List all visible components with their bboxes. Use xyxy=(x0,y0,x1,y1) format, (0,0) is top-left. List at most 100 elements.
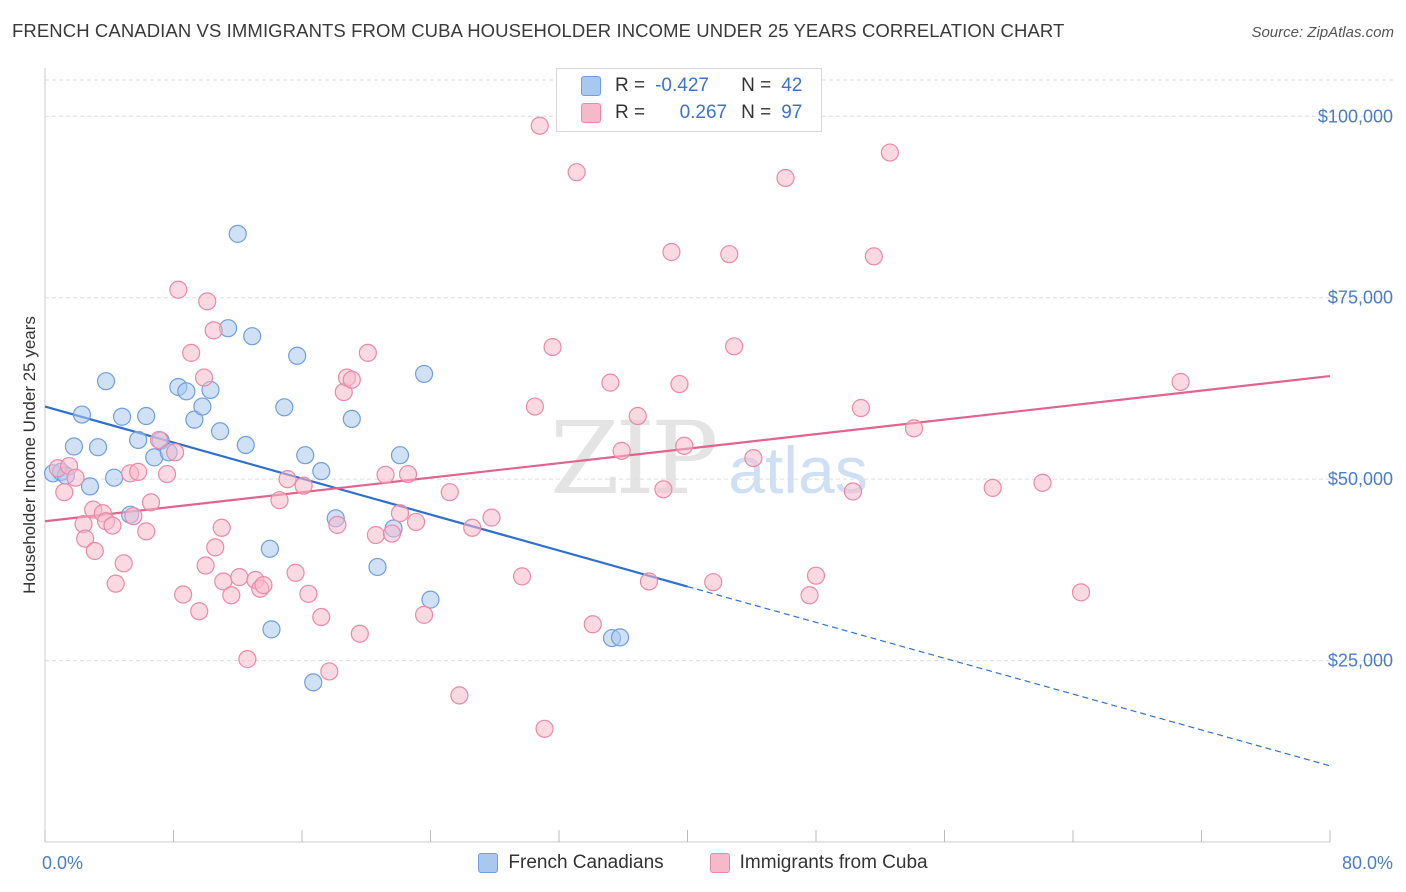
n-value: 97 xyxy=(781,102,803,123)
french-canadian-point xyxy=(129,430,148,450)
cuba-immigrant-point xyxy=(350,624,369,643)
cuba-immigrant-point xyxy=(212,518,231,537)
cuba-immigrant-point xyxy=(535,719,554,738)
y-tick-label: $50,000 xyxy=(1328,469,1393,489)
cuba-immigrant-point xyxy=(639,572,659,591)
cuba-immigrant-point xyxy=(776,168,795,188)
cuba-immigrant-point xyxy=(880,143,899,162)
cuba-immigrant-point xyxy=(124,507,143,526)
stats-legend: R = -0.427 N = 42 R = 0.267 N = 97 xyxy=(556,68,822,132)
cuba-immigrant-point xyxy=(601,373,620,392)
french-canadian-point xyxy=(72,405,92,424)
french-canadian-point xyxy=(275,398,294,417)
cuba-immigrant-point xyxy=(843,482,863,501)
cuba-immigrant-point xyxy=(440,483,459,502)
cuba-immigrant-point xyxy=(530,116,549,135)
french-canadian-point xyxy=(193,397,212,416)
cuba-immigrant-point xyxy=(141,493,161,512)
cuba-immigrant-point xyxy=(512,567,532,586)
cuba-immigrant-point xyxy=(342,370,361,389)
french-canadian-point xyxy=(228,224,247,243)
cuba-immigrant-point xyxy=(166,443,185,462)
cuba-immigrant-point xyxy=(724,337,744,356)
legend-row-immigrants-cuba: R = 0.267 N = 97 xyxy=(581,101,802,125)
french-canadian-point xyxy=(288,346,307,365)
cuba-immigrant-point xyxy=(567,163,586,182)
cuba-immigrant-point xyxy=(206,538,225,557)
cuba-immigrant-point xyxy=(704,573,723,592)
cuba-immigrant-point xyxy=(806,566,826,585)
n-label: N = xyxy=(741,75,772,96)
cuba-immigrant-point xyxy=(851,398,871,418)
legend-label: Immigrants from Cuba xyxy=(739,852,928,873)
cuba-immigrant-point xyxy=(312,607,331,627)
n-label: N = xyxy=(741,102,772,123)
cuba-immigrant-point xyxy=(654,480,673,499)
cuba-immigrant-point xyxy=(1071,583,1091,602)
cuba-immigrant-point xyxy=(482,508,501,527)
french-canadian-point xyxy=(262,620,281,639)
cuba-immigrant-point xyxy=(662,242,681,262)
french-canadian-point xyxy=(390,446,410,465)
cuba-immigrant-point xyxy=(983,478,1002,497)
cuba-immigrant-point xyxy=(398,464,418,484)
cuba-immigrant-point xyxy=(628,406,647,426)
pink-swatch-icon xyxy=(581,103,601,123)
cuba-immigrant-point xyxy=(612,441,631,460)
cuba-immigrant-point xyxy=(85,541,104,561)
cuba-immigrant-point xyxy=(230,568,249,587)
cuba-immigrant-point xyxy=(254,575,273,595)
cuba-immigrant-point xyxy=(1033,473,1052,492)
cuba-immigrant-point xyxy=(1171,372,1190,391)
cuba-immigrant-point xyxy=(149,430,169,450)
cuba-immigrant-point xyxy=(204,321,223,340)
cuba-immigrant-point xyxy=(675,436,694,455)
french-canadian-point xyxy=(88,438,108,457)
cuba-immigrant-point xyxy=(129,462,148,481)
cuba-immigrant-point xyxy=(328,515,347,534)
cuba-immigrant-point xyxy=(299,584,318,603)
cuba-immigrant-point xyxy=(198,292,217,311)
x-tick-label: 0.0% xyxy=(42,853,83,873)
cuba-immigrant-point xyxy=(390,504,410,523)
y-tick-label: $25,000 xyxy=(1328,651,1393,671)
french-canadian-point xyxy=(414,364,434,384)
cuba-immigrant-point xyxy=(670,374,689,394)
r-label: R = xyxy=(615,102,646,123)
cuba-immigrant-point xyxy=(414,605,434,624)
french-canadian-point xyxy=(368,557,387,577)
cuba-immigrant-point xyxy=(864,247,883,266)
r-value: 0.267 xyxy=(679,102,728,123)
french-canadian-point xyxy=(610,628,630,647)
axes xyxy=(44,68,1331,843)
french-canadian-point xyxy=(185,410,204,429)
french-canadian-point xyxy=(137,406,156,426)
cuba-immigrant-point xyxy=(169,280,188,299)
french-canadian-point xyxy=(96,372,116,391)
cuba-immigrant-point xyxy=(194,368,214,387)
cuba-immigrant-point xyxy=(106,574,125,593)
cuba-immigrant-point xyxy=(238,650,257,669)
n-value: 42 xyxy=(781,75,803,96)
tick-labels: $25,000 $50,000 $75,000 $100,000 0.0% 80.0% xyxy=(42,106,1393,873)
french-canadian-point xyxy=(296,446,315,465)
french-canadian-point xyxy=(64,437,84,456)
cuba-immigrant-point xyxy=(103,516,122,535)
cuba-immigrant-point xyxy=(278,470,297,489)
chart-title: FRENCH CANADIAN VS IMMIGRANTS FROM CUBA … xyxy=(12,20,1065,41)
french-canadian-point xyxy=(421,590,440,609)
y-tick-label: $75,000 xyxy=(1328,288,1393,308)
r-label: R = xyxy=(615,75,646,96)
cuba-immigrant-point xyxy=(406,512,426,532)
cuba-immigrant-point xyxy=(286,563,305,582)
cuba-immigrant-point xyxy=(174,585,193,604)
legend-row-french-canadians: R = -0.427 N = 42 xyxy=(581,74,802,98)
french-canadian-point xyxy=(243,327,262,346)
legend-item-immigrants-cuba: Immigrants from Cuba xyxy=(709,852,928,874)
cuba-immigrant-point xyxy=(320,662,339,681)
x-tick-label: 80.0% xyxy=(1342,853,1393,873)
french-canadian-point xyxy=(210,422,230,441)
cuba-immigrant-point xyxy=(376,465,395,484)
blue-swatch-icon xyxy=(478,853,499,873)
